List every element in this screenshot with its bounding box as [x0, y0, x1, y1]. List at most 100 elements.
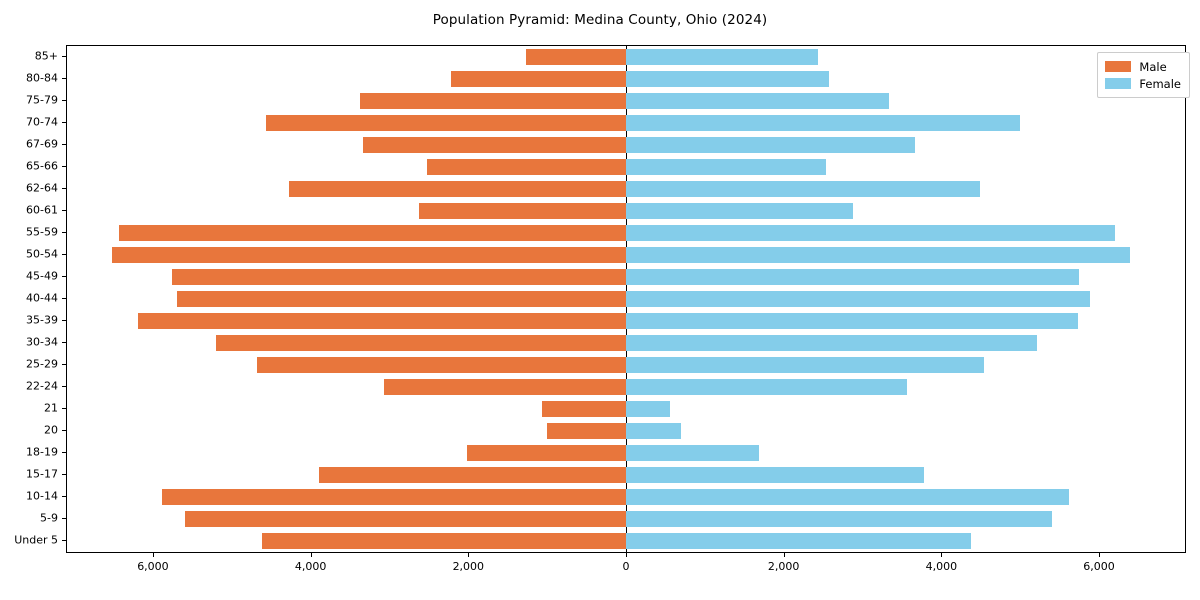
bar-female[interactable] [626, 335, 1037, 351]
x-tick-mark [783, 553, 785, 557]
legend-swatch-icon [1105, 61, 1132, 72]
y-tick-label: 80-84 [26, 71, 58, 85]
bar-male[interactable] [526, 49, 626, 65]
y-tick-mark [62, 320, 66, 321]
bar-male[interactable] [216, 335, 626, 351]
bar-female[interactable] [626, 445, 760, 461]
bar-male[interactable] [171, 269, 626, 285]
bar-male[interactable] [383, 379, 626, 395]
bar-male[interactable] [137, 313, 626, 329]
y-tick-label: 10-14 [26, 489, 58, 503]
bar-male[interactable] [261, 533, 626, 549]
y-tick-label: 5-9 [40, 511, 58, 525]
chart-title: Population Pyramid: Medina County, Ohio … [432, 12, 768, 28]
bar-female[interactable] [626, 313, 1078, 329]
y-tick-mark [62, 254, 66, 255]
bar-row [67, 90, 1185, 112]
bar-row [67, 398, 1185, 420]
x-tick-mark [1099, 553, 1101, 557]
y-tick-label: 55-59 [26, 225, 58, 239]
y-tick-label: 70-74 [26, 115, 58, 129]
bar-female[interactable] [626, 379, 907, 395]
bar-male[interactable] [419, 203, 626, 219]
y-tick-label: 20 [44, 423, 58, 437]
x-tick-mark [941, 553, 943, 557]
y-tick-mark [62, 188, 66, 189]
bar-female[interactable] [626, 159, 827, 175]
legend-item-female[interactable]: Female [1105, 75, 1181, 92]
y-tick-label: 75-79 [26, 93, 58, 107]
bar-row [67, 332, 1185, 354]
bar-row [67, 200, 1185, 222]
bar-female[interactable] [626, 71, 829, 87]
bar-male[interactable] [257, 357, 626, 373]
bar-female[interactable] [626, 357, 984, 373]
bar-male[interactable] [288, 181, 626, 197]
y-tick-mark [62, 56, 66, 57]
y-tick-mark [62, 408, 66, 409]
bar-female[interactable] [626, 533, 972, 549]
y-tick-mark [62, 540, 66, 541]
y-tick-label: 25-29 [26, 357, 58, 371]
bar-female[interactable] [626, 269, 1080, 285]
x-axis: 6,000 4,000 2,000 0 2,000 4,000 6,000 [66, 553, 1186, 593]
y-tick-label: 21 [44, 401, 58, 415]
y-tick-mark [62, 430, 66, 431]
y-tick-label: 60-61 [26, 203, 58, 217]
y-axis: 85+ 80-84 75-79 70-74 67-69 65-66 62-64 60-61 55… [0, 45, 66, 553]
bar-male[interactable] [111, 247, 626, 263]
bar-female[interactable] [626, 489, 1070, 505]
bar-female[interactable] [626, 203, 854, 219]
bar-row [67, 530, 1185, 552]
bar-row [67, 46, 1185, 68]
bar-row [67, 508, 1185, 530]
bar-male[interactable] [466, 445, 626, 461]
y-tick-mark [62, 298, 66, 299]
bar-row [67, 288, 1185, 310]
bar-row [67, 156, 1185, 178]
bar-male[interactable] [177, 291, 626, 307]
bar-row [67, 464, 1185, 486]
bar-female[interactable] [626, 401, 671, 417]
y-tick-label: 40-44 [26, 291, 58, 305]
x-tick-label: 4,000 [925, 560, 958, 573]
y-tick-mark [62, 496, 66, 497]
bar-female[interactable] [626, 49, 818, 65]
bar-female[interactable] [626, 225, 1115, 241]
bar-male[interactable] [360, 93, 626, 109]
bar-row [67, 178, 1185, 200]
y-tick-label: 65-66 [26, 159, 58, 173]
y-tick-mark [62, 276, 66, 277]
y-tick-label: 18-19 [26, 445, 58, 459]
bar-male[interactable] [162, 489, 626, 505]
y-tick-mark [62, 364, 66, 365]
bar-male[interactable] [265, 115, 626, 131]
x-tick-label: 4,000 [294, 560, 327, 573]
bar-female[interactable] [626, 181, 980, 197]
bar-row [67, 310, 1185, 332]
bar-row [67, 442, 1185, 464]
bar-female[interactable] [626, 137, 916, 153]
y-tick-label: 85+ [34, 49, 58, 63]
x-tick-label: 2,000 [767, 560, 800, 573]
bar-row [67, 134, 1185, 156]
bar-female[interactable] [626, 511, 1052, 527]
bar-female[interactable] [626, 467, 925, 483]
bar-male[interactable] [185, 511, 626, 527]
bar-row [67, 420, 1185, 442]
bar-female[interactable] [626, 291, 1090, 307]
legend-item-male[interactable]: Male [1105, 58, 1181, 75]
bar-female[interactable] [626, 115, 1021, 131]
bar-male[interactable] [362, 137, 626, 153]
bar-male[interactable] [426, 159, 626, 175]
bar-female[interactable] [626, 247, 1130, 263]
bar-female[interactable] [626, 93, 890, 109]
x-tick-mark [468, 553, 470, 557]
bar-male[interactable] [318, 467, 626, 483]
bar-male[interactable] [451, 71, 626, 87]
bar-male[interactable] [547, 423, 626, 439]
bar-male[interactable] [119, 225, 626, 241]
y-tick-label: 50-54 [26, 247, 58, 261]
bar-female[interactable] [626, 423, 682, 439]
bar-male[interactable] [542, 401, 626, 417]
